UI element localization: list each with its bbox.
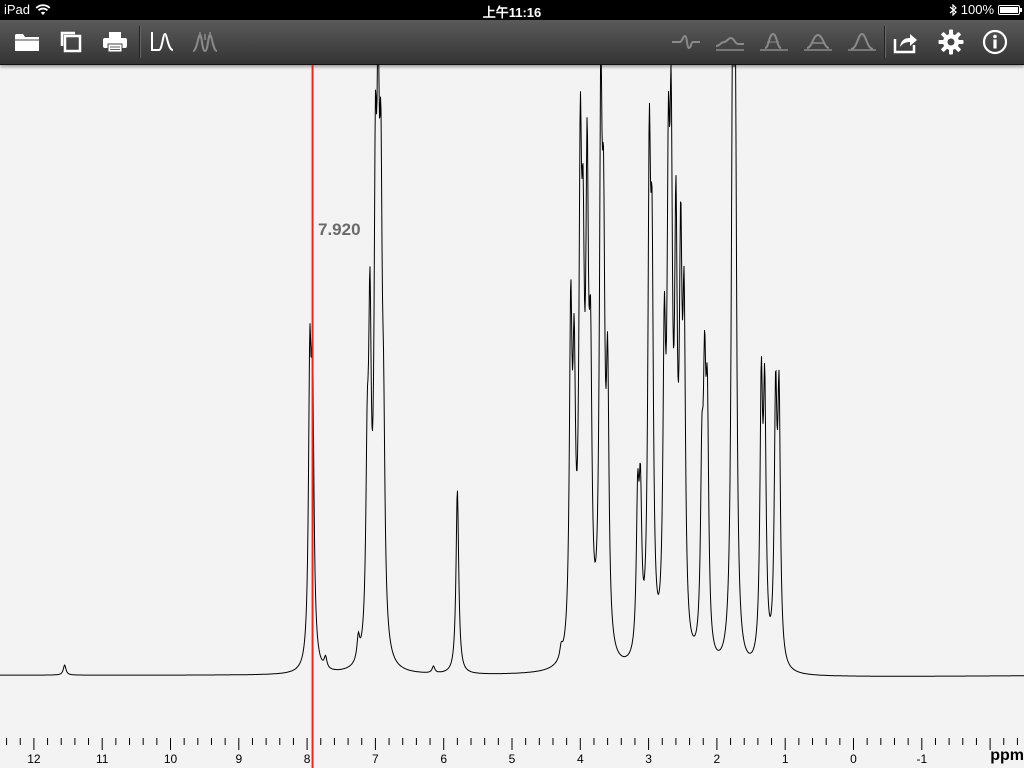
x-tick-label: 11 [96, 752, 109, 766]
spectrum-trace [0, 65, 1024, 677]
x-tick-label: 5 [509, 752, 516, 766]
x-axis-label: ppm [990, 747, 1024, 764]
baseline-icon[interactable] [714, 26, 746, 58]
x-tick-label: 10 [164, 752, 178, 766]
info-icon[interactable] [979, 26, 1011, 58]
status-left: iPad [4, 2, 51, 17]
x-tick-label: 6 [440, 752, 447, 766]
gear-icon[interactable] [935, 26, 967, 58]
x-tick-label: 8 [304, 752, 311, 766]
device-name: iPad [4, 2, 31, 17]
phase-icon[interactable] [670, 26, 702, 58]
x-tick-label: 1 [782, 752, 789, 766]
wifi-icon [35, 3, 51, 15]
x-tick-label: 4 [577, 752, 584, 766]
x-tick-label: -1 [916, 752, 927, 766]
reference-icon[interactable] [802, 26, 834, 58]
status-right: 100% [949, 2, 1022, 17]
peak-shape-icon[interactable] [846, 26, 878, 58]
x-tick-label: 0 [850, 752, 857, 766]
battery-percent: 100% [960, 2, 994, 17]
cursor-readout: 7.920 [318, 220, 361, 239]
share-icon[interactable] [890, 26, 922, 58]
multiplet-icon[interactable] [189, 26, 221, 58]
x-axis: 12 11 10 9 8 7 6 5 4 3 2 1 0 -1 [6, 738, 1018, 766]
spectrum-plot[interactable]: 12 11 10 9 8 7 6 5 4 3 2 1 0 -1 [0, 65, 1024, 768]
toolbar-separator [139, 26, 141, 58]
x-tick-label: 9 [235, 752, 242, 766]
integral-icon[interactable] [758, 26, 790, 58]
bluetooth-icon [949, 3, 957, 16]
clock: 上午11:16 [482, 5, 542, 20]
copy-icon[interactable] [55, 26, 87, 58]
x-tick-label: 7 [372, 752, 379, 766]
toolbar-separator [884, 26, 886, 58]
x-tick-label: 2 [714, 752, 721, 766]
x-tick-label: 3 [645, 752, 652, 766]
battery-icon [998, 4, 1022, 15]
peak-pick-icon[interactable] [145, 26, 177, 58]
print-icon[interactable] [99, 26, 131, 58]
x-tick-label: 12 [27, 752, 41, 766]
status-bar: iPad 上午11:16 100% [0, 0, 1024, 20]
open-folder-icon[interactable] [11, 26, 43, 58]
toolbar [0, 20, 1024, 65]
